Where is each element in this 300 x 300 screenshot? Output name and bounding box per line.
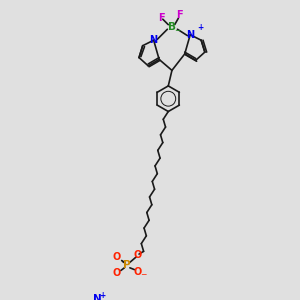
Text: O: O xyxy=(112,268,120,278)
Text: B: B xyxy=(168,22,176,32)
Text: +: + xyxy=(99,291,106,300)
Text: P: P xyxy=(123,260,131,270)
Text: O: O xyxy=(113,252,121,262)
Text: N: N xyxy=(150,35,158,45)
Text: N: N xyxy=(186,30,194,40)
Text: −: − xyxy=(140,270,147,279)
Text: F: F xyxy=(176,10,183,20)
Text: O: O xyxy=(134,250,142,260)
Text: F: F xyxy=(159,13,165,23)
Text: O: O xyxy=(134,267,142,278)
Text: N: N xyxy=(93,294,101,300)
Text: +: + xyxy=(197,23,203,32)
Text: −: − xyxy=(174,27,181,36)
